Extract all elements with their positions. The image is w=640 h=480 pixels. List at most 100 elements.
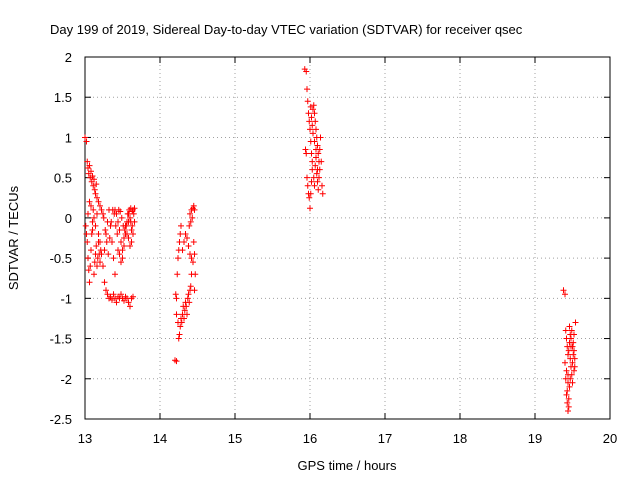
data-point	[184, 235, 190, 241]
data-point	[100, 263, 106, 270]
data-point	[92, 222, 99, 229]
data-point	[113, 210, 120, 217]
data-point	[97, 259, 103, 266]
data-point	[315, 150, 322, 157]
data-point	[315, 186, 322, 193]
data-point	[91, 214, 97, 221]
data-point	[570, 339, 577, 346]
data-point	[562, 359, 568, 366]
data-point	[187, 210, 193, 217]
data-point	[89, 173, 96, 180]
data-point	[94, 255, 101, 262]
data-point	[303, 150, 310, 157]
data-point	[310, 130, 316, 137]
data-point	[192, 271, 199, 278]
data-point	[124, 230, 130, 237]
chart-title: Day 199 of 2019, Sidereal Day-to-day VTE…	[50, 22, 523, 37]
data-point	[118, 239, 124, 246]
data-point	[191, 206, 198, 213]
data-point	[313, 126, 319, 133]
data-point	[569, 379, 576, 386]
data-point	[173, 295, 180, 302]
data-point	[186, 299, 193, 306]
data-point	[115, 218, 121, 225]
data-point	[131, 205, 138, 212]
data-point	[307, 190, 314, 197]
data-point	[102, 226, 109, 233]
x-axis-label: GPS time / hours	[298, 458, 397, 473]
data-point	[175, 255, 181, 262]
data-point	[566, 383, 573, 390]
data-point	[181, 307, 188, 314]
data-point	[565, 347, 572, 354]
data-point	[313, 170, 320, 177]
data-point	[191, 287, 198, 294]
data-point	[118, 291, 124, 298]
data-point	[311, 138, 318, 145]
data-point	[307, 205, 313, 212]
data-point	[97, 239, 103, 246]
data-point	[307, 103, 314, 110]
data-point	[86, 198, 93, 205]
data-point	[89, 226, 96, 233]
data-point	[178, 319, 185, 326]
x-tick-label: 16	[303, 431, 317, 446]
data-point	[113, 299, 120, 306]
x-tick-label: 20	[603, 431, 617, 446]
data-point	[311, 182, 318, 189]
data-point	[116, 251, 123, 258]
data-point	[572, 319, 579, 326]
data-point	[179, 247, 186, 254]
data-point	[313, 146, 319, 153]
data-point	[116, 226, 123, 233]
data-point	[563, 391, 570, 398]
data-point	[100, 214, 107, 221]
data-point	[181, 315, 187, 322]
data-point	[571, 347, 577, 354]
data-point	[568, 335, 574, 342]
data-point	[312, 162, 319, 169]
data-point	[173, 311, 180, 318]
data-point	[91, 271, 97, 278]
data-point	[312, 118, 319, 125]
x-tick-label: 15	[228, 431, 242, 446]
data-point	[316, 174, 322, 181]
data-point	[175, 335, 182, 342]
data-point	[110, 255, 117, 262]
data-point	[103, 230, 109, 237]
data-point	[87, 263, 94, 270]
data-point	[187, 218, 194, 225]
x-tick-label: 14	[153, 431, 167, 446]
data-point	[93, 243, 100, 250]
data-point	[304, 174, 310, 181]
data-point	[121, 226, 128, 233]
data-point	[89, 218, 96, 225]
data-point	[306, 118, 313, 125]
data-point	[91, 176, 97, 183]
grid-lines	[85, 57, 610, 419]
data-point	[319, 190, 326, 197]
y-axis-label: SDTVAR / TECUs	[6, 185, 21, 290]
data-point	[85, 210, 91, 217]
data-point	[117, 208, 124, 215]
data-point	[185, 291, 192, 298]
data-point	[124, 210, 131, 217]
data-point	[103, 287, 109, 294]
y-tick-label: -0.5	[50, 251, 72, 266]
data-point	[191, 251, 198, 258]
data-point	[566, 323, 573, 330]
data-point	[308, 114, 315, 121]
data-points	[82, 66, 579, 414]
data-point	[181, 239, 187, 246]
tick-labels: 13 14 15 16 17 18 19 20 2 1.5 1 0.5 0 -0.5 -1 -1.5 -2 -2.…	[50, 50, 618, 446]
x-tick-label: 13	[78, 431, 92, 446]
data-point	[183, 303, 190, 310]
data-point	[88, 230, 95, 237]
y-tick-label: 1	[65, 130, 72, 145]
data-point	[109, 239, 115, 246]
data-point	[119, 247, 126, 254]
data-point	[98, 251, 105, 258]
data-point	[112, 271, 118, 278]
data-point	[86, 279, 93, 286]
